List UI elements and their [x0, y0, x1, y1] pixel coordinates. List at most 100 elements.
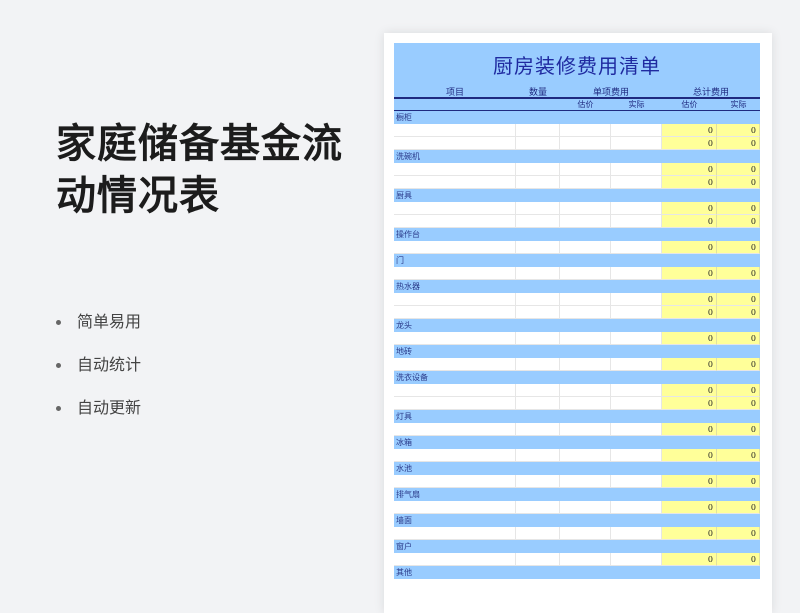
table-cell[interactable]: 0: [717, 384, 760, 397]
table-cell[interactable]: [560, 306, 611, 319]
table-cell[interactable]: [516, 202, 560, 215]
table-cell[interactable]: [516, 384, 560, 397]
table-cell[interactable]: [516, 241, 560, 254]
table-cell[interactable]: [611, 241, 662, 254]
table-cell[interactable]: [394, 358, 516, 371]
table-cell[interactable]: [611, 527, 662, 540]
table-cell[interactable]: 0: [717, 553, 760, 566]
table-cell[interactable]: [560, 449, 611, 462]
table-cell[interactable]: [560, 124, 611, 137]
table-cell[interactable]: [394, 293, 516, 306]
table-cell[interactable]: 0: [717, 501, 760, 514]
table-cell[interactable]: [611, 384, 662, 397]
table-cell[interactable]: 0: [662, 137, 717, 150]
table-cell[interactable]: 0: [662, 553, 717, 566]
table-cell[interactable]: [560, 241, 611, 254]
category-row[interactable]: 热水器: [394, 280, 760, 293]
category-row[interactable]: 龙头: [394, 319, 760, 332]
table-cell[interactable]: [560, 137, 611, 150]
table-cell[interactable]: [516, 332, 560, 345]
table-cell[interactable]: [394, 449, 516, 462]
table-cell[interactable]: [560, 553, 611, 566]
category-row[interactable]: 门: [394, 254, 760, 267]
table-cell[interactable]: 0: [662, 423, 717, 436]
table-cell[interactable]: [394, 384, 516, 397]
table-cell[interactable]: [394, 215, 516, 228]
table-cell[interactable]: [516, 397, 560, 410]
table-cell[interactable]: 0: [717, 527, 760, 540]
category-row[interactable]: 洗碗机: [394, 150, 760, 163]
table-cell[interactable]: [516, 293, 560, 306]
table-cell[interactable]: [394, 202, 516, 215]
table-cell[interactable]: [394, 553, 516, 566]
table-cell[interactable]: 0: [662, 293, 717, 306]
table-cell[interactable]: [394, 124, 516, 137]
table-cell[interactable]: 0: [662, 163, 717, 176]
table-cell[interactable]: [394, 241, 516, 254]
table-cell[interactable]: [394, 527, 516, 540]
table-cell[interactable]: 0: [717, 423, 760, 436]
table-cell[interactable]: [560, 293, 611, 306]
table-cell[interactable]: [394, 397, 516, 410]
table-cell[interactable]: 0: [717, 449, 760, 462]
table-cell[interactable]: [611, 202, 662, 215]
table-cell[interactable]: 0: [662, 358, 717, 371]
table-cell[interactable]: [611, 267, 662, 280]
table-cell[interactable]: [394, 332, 516, 345]
table-cell[interactable]: [611, 176, 662, 189]
table-cell[interactable]: [611, 124, 662, 137]
table-cell[interactable]: [516, 527, 560, 540]
table-cell[interactable]: 0: [662, 202, 717, 215]
table-cell[interactable]: [611, 137, 662, 150]
table-cell[interactable]: [516, 475, 560, 488]
table-cell[interactable]: 0: [662, 397, 717, 410]
category-row[interactable]: 墙面: [394, 514, 760, 527]
table-cell[interactable]: [394, 163, 516, 176]
table-cell[interactable]: [611, 475, 662, 488]
table-cell[interactable]: 0: [717, 215, 760, 228]
table-cell[interactable]: [611, 423, 662, 436]
table-cell[interactable]: [611, 358, 662, 371]
table-cell[interactable]: [394, 423, 516, 436]
table-cell[interactable]: [611, 215, 662, 228]
category-row[interactable]: 橱柜: [394, 111, 760, 124]
table-cell[interactable]: [394, 475, 516, 488]
table-cell[interactable]: [611, 332, 662, 345]
table-cell[interactable]: [516, 215, 560, 228]
table-cell[interactable]: [516, 163, 560, 176]
category-row[interactable]: 厨具: [394, 189, 760, 202]
category-row[interactable]: 水池: [394, 462, 760, 475]
table-cell[interactable]: 0: [717, 241, 760, 254]
table-cell[interactable]: [516, 176, 560, 189]
table-cell[interactable]: 0: [662, 215, 717, 228]
category-row[interactable]: 操作台: [394, 228, 760, 241]
table-cell[interactable]: 0: [662, 449, 717, 462]
table-cell[interactable]: [611, 397, 662, 410]
table-cell[interactable]: [516, 553, 560, 566]
table-cell[interactable]: 0: [662, 332, 717, 345]
table-cell[interactable]: 0: [662, 475, 717, 488]
table-cell[interactable]: [560, 397, 611, 410]
table-cell[interactable]: [560, 423, 611, 436]
table-cell[interactable]: [611, 501, 662, 514]
table-cell[interactable]: 0: [662, 124, 717, 137]
category-row[interactable]: 洗衣设备: [394, 371, 760, 384]
table-cell[interactable]: 0: [717, 163, 760, 176]
category-row[interactable]: 排气扇: [394, 488, 760, 501]
table-cell[interactable]: 0: [717, 397, 760, 410]
table-cell[interactable]: [611, 553, 662, 566]
table-cell[interactable]: 0: [717, 267, 760, 280]
category-row[interactable]: 灯具: [394, 410, 760, 423]
table-cell[interactable]: [560, 267, 611, 280]
table-cell[interactable]: 0: [662, 267, 717, 280]
table-cell[interactable]: 0: [662, 501, 717, 514]
table-cell[interactable]: [611, 163, 662, 176]
table-cell[interactable]: [560, 202, 611, 215]
table-cell[interactable]: [560, 176, 611, 189]
table-cell[interactable]: 0: [662, 527, 717, 540]
table-cell[interactable]: [560, 163, 611, 176]
table-cell[interactable]: [394, 176, 516, 189]
table-cell[interactable]: 0: [717, 358, 760, 371]
table-cell[interactable]: [560, 332, 611, 345]
table-cell[interactable]: [560, 384, 611, 397]
